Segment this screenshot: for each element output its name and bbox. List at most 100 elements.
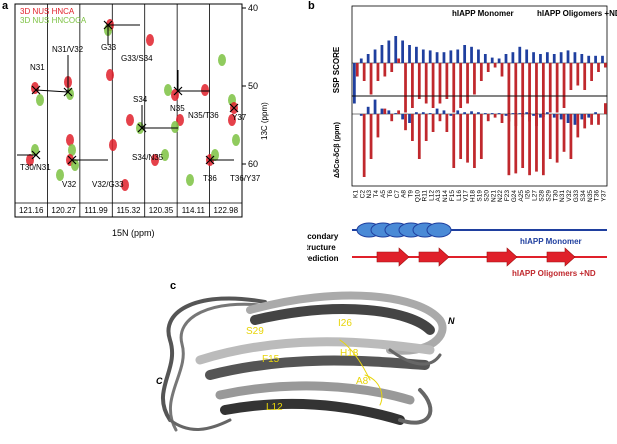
nmr-peak (228, 114, 236, 126)
residue-tick-label: N31 (559, 190, 566, 202)
ssp-monomer-bar (456, 49, 460, 63)
delta-monomer-bar (539, 114, 542, 118)
ssp-monomer-bar (387, 40, 391, 63)
delta-monomer-bar (525, 112, 529, 114)
residue-tick-label: R11 (421, 190, 428, 202)
delta-oligomer-bar (383, 108, 387, 114)
delta-oligomer-bar (445, 114, 449, 132)
nmr-peak (164, 84, 172, 96)
ssp-oligomer-bar (548, 63, 552, 113)
residue-tick-label: T9 (408, 190, 415, 198)
ssp-monomer-bar (532, 52, 535, 63)
ssp-monomer-bar (359, 58, 363, 63)
strip-n-value: 120.35 (149, 206, 174, 215)
x-axis-label: 15N (ppm) (112, 228, 155, 238)
ss-title: Secondary Structure Prediction (307, 232, 341, 263)
ss-helix-icon (356, 222, 452, 238)
delta-oligomer-bar (479, 114, 483, 159)
residue-tick-label: G24 (511, 190, 518, 203)
legend-monomer: hIAPP Monomer (452, 9, 514, 18)
nmr-peak (106, 69, 114, 81)
ssp-oligomer-bar (555, 63, 559, 113)
delta-oligomer-bar (417, 114, 421, 159)
delta-axis-label: ΔδCα-δCβ (ppm) (334, 122, 341, 178)
nmr-peak (211, 149, 219, 161)
assignment-label: G33/S34 (121, 54, 153, 63)
delta-monomer-bar (504, 114, 508, 116)
delta-monomer-bar (483, 113, 487, 114)
ssp-monomer-bar (415, 46, 418, 63)
nmr-peak (109, 139, 117, 151)
ssp-oligomer-bar (390, 63, 394, 72)
assignment-label: T36 (203, 174, 217, 183)
ssp-oligomer-bar (541, 63, 545, 117)
delta-monomer-bar (366, 106, 370, 114)
ssp-monomer-bar (490, 57, 494, 63)
nmr-peak (26, 154, 34, 166)
ssp-oligomer-bar (411, 63, 414, 108)
delta-oligomer-bar (500, 114, 504, 123)
ssp-oligomer-bar (445, 63, 449, 99)
delta-monomer-bar (573, 114, 577, 125)
residue-label: L12 (266, 402, 283, 413)
assignment-label: Y37 (232, 113, 247, 122)
ssp-monomer-bar (518, 46, 522, 63)
residue-tick-label: I26 (525, 190, 532, 199)
residue-tick-label: V32 (566, 190, 573, 202)
ssp-monomer-bar (552, 54, 556, 63)
ssp-monomer-bar (463, 45, 467, 63)
residue-tick-label: L16 (456, 190, 463, 201)
nmr-peak (232, 134, 240, 146)
strip-n-value: 111.99 (84, 206, 108, 215)
nmr-peak (201, 84, 209, 96)
ssp-oligomer-bar (355, 63, 359, 77)
ssp-oligomer-bar (569, 63, 573, 90)
ssp-monomer-bar (559, 52, 563, 63)
residue-tick-label: L27 (532, 190, 539, 201)
assignment-label: N35/T36 (188, 111, 219, 120)
residue-tick-label: T30 (552, 190, 559, 202)
residue-tick-label: F15 (449, 190, 456, 202)
nmr-peak (176, 114, 184, 126)
panel-c-structure: S29 I26 N F15 H18 C A8 L12 (156, 291, 455, 432)
delta-oligomer-bar (404, 114, 407, 131)
ssp-oligomer-bar (590, 63, 593, 81)
ssp-oligomer-bar (362, 63, 366, 81)
delta-oligomer-bar (535, 114, 538, 172)
delta-monomer-bar (415, 112, 418, 114)
delta-oligomer-bar (590, 114, 593, 125)
ssp-oligomer-bar (521, 63, 525, 117)
ssp-oligomer-bar (438, 63, 442, 104)
nmr-peak (121, 179, 129, 191)
ssp-monomer-bar (442, 52, 446, 63)
assignment-label: T30/N31 (20, 163, 51, 172)
ssp-monomer-bar (525, 49, 529, 63)
delta-monomer-bar (456, 110, 460, 114)
nmr-peak (36, 94, 44, 106)
residue-tick-label: G33 (573, 190, 580, 203)
ssp-monomer-bar (394, 36, 398, 63)
residue-tick-label: T36 (594, 190, 601, 202)
delta-monomer-bar (463, 112, 467, 114)
strip-n-value: 121.16 (19, 206, 44, 215)
delta-monomer-bar (373, 99, 377, 114)
nmr-peak (146, 34, 154, 46)
delta-oligomer-bar (486, 114, 490, 122)
nmr-peak (56, 169, 64, 181)
residue-tick-label: S19 (477, 190, 484, 202)
ssp-monomer-bar (511, 52, 515, 63)
residue-label: A8 (356, 376, 369, 387)
ssp-oligomer-bar (452, 63, 456, 113)
nmr-peak (66, 134, 74, 146)
ssp-monomer-bar (483, 54, 487, 63)
nmr-peak (31, 144, 39, 156)
residue-tick-label: Y37 (601, 190, 608, 202)
delta-monomer-bar (380, 108, 384, 114)
peak-cross (229, 103, 239, 113)
delta-oligomer-bar (507, 114, 511, 176)
ssp-monomer-bar (587, 55, 591, 63)
ssp-oligomer-bar (535, 63, 538, 126)
delta-oligomer-bar (576, 114, 580, 138)
delta-monomer-bar (359, 114, 363, 116)
delta-oligomer-bar (555, 114, 559, 163)
